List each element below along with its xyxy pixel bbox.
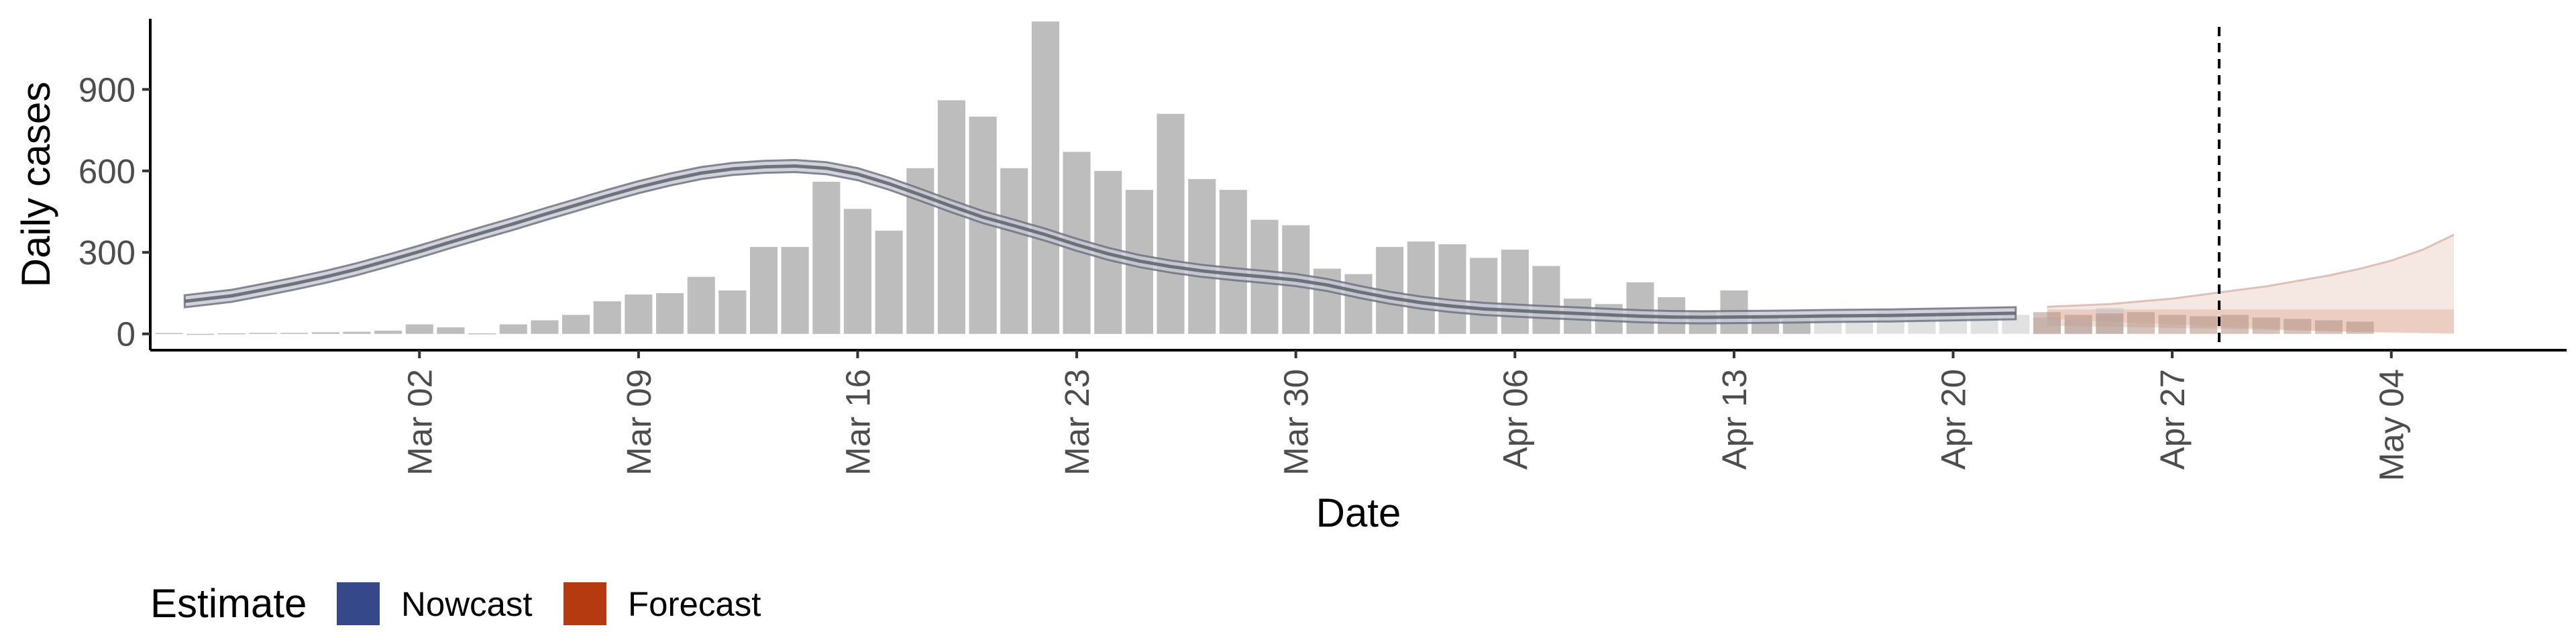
x-tick-label-6: Apr 13 (1715, 369, 1754, 470)
bar-observed-1 (186, 333, 215, 335)
bar-observed-8 (405, 324, 433, 334)
bar-observed-27 (1000, 168, 1028, 334)
x-tick-label-1: Mar 09 (620, 369, 658, 476)
y-tick-label-2: 600 (78, 152, 136, 191)
bar-observed-23 (875, 230, 903, 334)
bar-observed-11 (499, 324, 527, 334)
forecast-band-edge (2047, 233, 2455, 308)
bar-observed-34 (1219, 190, 1247, 334)
bar-observed-16 (656, 293, 684, 334)
legend-label-forecast: Forecast (628, 585, 761, 623)
bar-observed-20 (781, 247, 809, 334)
bar-observed-42 (1470, 258, 1498, 334)
nowcast-mean-line (184, 164, 2016, 319)
legend-swatch-forecast (564, 582, 606, 625)
bar-observed-9 (437, 327, 465, 334)
y-tick-label-1: 300 (78, 233, 136, 272)
x-tick-label-9: May 04 (2373, 369, 2411, 481)
bar-forecast-7 (2252, 317, 2280, 334)
x-tick-label-8: Apr 27 (2153, 369, 2192, 470)
legend-title: Estimate (150, 581, 307, 626)
bar-forecast-1 (2064, 315, 2092, 334)
bar-observed-4 (280, 333, 309, 334)
forecast-band-outer (2047, 234, 2454, 334)
y-ticks: 0 300 600 900 (78, 70, 150, 354)
bar-observed-13 (562, 315, 590, 334)
bar-observed-54 (1845, 320, 1874, 334)
x-tick-label-2: Mar 16 (839, 369, 877, 476)
bar-observed-21 (812, 182, 841, 334)
bar-observed-3 (249, 333, 277, 334)
bar-observed-2 (217, 333, 246, 335)
bar-forecast-4 (2158, 315, 2186, 334)
bar-observed-22 (843, 209, 871, 334)
bar-observed-10 (468, 333, 496, 335)
bar-observed-14 (593, 301, 621, 334)
bar-forecast-5 (2190, 316, 2218, 334)
axes (149, 19, 2567, 352)
bar-forecast-9 (2314, 320, 2343, 334)
bar-observed-12 (531, 320, 559, 334)
bar-observed-43 (1501, 250, 1529, 334)
bar-observed-33 (1188, 178, 1216, 334)
y-tick-label-0: 0 (117, 315, 136, 354)
bar-observed-40 (1407, 241, 1435, 334)
bar-observed-41 (1438, 244, 1466, 334)
bar-forecast-10 (2346, 321, 2374, 334)
y-tick-label-3: 900 (78, 70, 136, 109)
bar-observed-0 (155, 333, 183, 334)
y-axis-title: Daily cases (13, 82, 58, 288)
x-tick-label-0: Mar 02 (400, 369, 439, 476)
bar-forecast-8 (2284, 319, 2312, 334)
bar-observed-18 (718, 290, 747, 334)
x-axis-title: Date (1316, 490, 1401, 535)
x-tick-label-4: Mar 30 (1277, 369, 1316, 476)
legend: Estimate Nowcast Forecast (150, 581, 761, 626)
x-tick-label-7: Apr 20 (1935, 369, 1973, 470)
bar-observed-47 (1626, 282, 1654, 334)
bar-forecast-3 (2127, 312, 2155, 334)
bar-observed-25 (937, 100, 965, 334)
bar-observed-15 (625, 294, 653, 334)
bar-observed-32 (1157, 113, 1185, 334)
bar-observed-5 (311, 332, 339, 334)
bar-observed-17 (687, 276, 715, 334)
bar-observed-6 (343, 331, 371, 334)
x-ticks: Mar 02 Mar 09 Mar 16 Mar 23 Mar 30 Apr 06 Apr … (400, 350, 2411, 481)
bar-observed-19 (750, 247, 778, 334)
bar-observed-44 (1532, 266, 1560, 334)
legend-swatch-nowcast (337, 582, 380, 625)
plot-area (155, 21, 2455, 350)
bar-forecast-0 (2033, 312, 2061, 334)
bar-forecast-6 (2220, 315, 2249, 334)
bar-forecast-2 (2096, 313, 2124, 334)
x-tick-label-5: Apr 06 (1496, 369, 1534, 470)
bar-observed-28 (1031, 21, 1059, 334)
nowcast-band (183, 158, 2017, 325)
x-tick-label-3: Mar 23 (1058, 369, 1096, 476)
bar-observed-7 (374, 330, 402, 334)
legend-label-nowcast: Nowcast (401, 585, 533, 623)
